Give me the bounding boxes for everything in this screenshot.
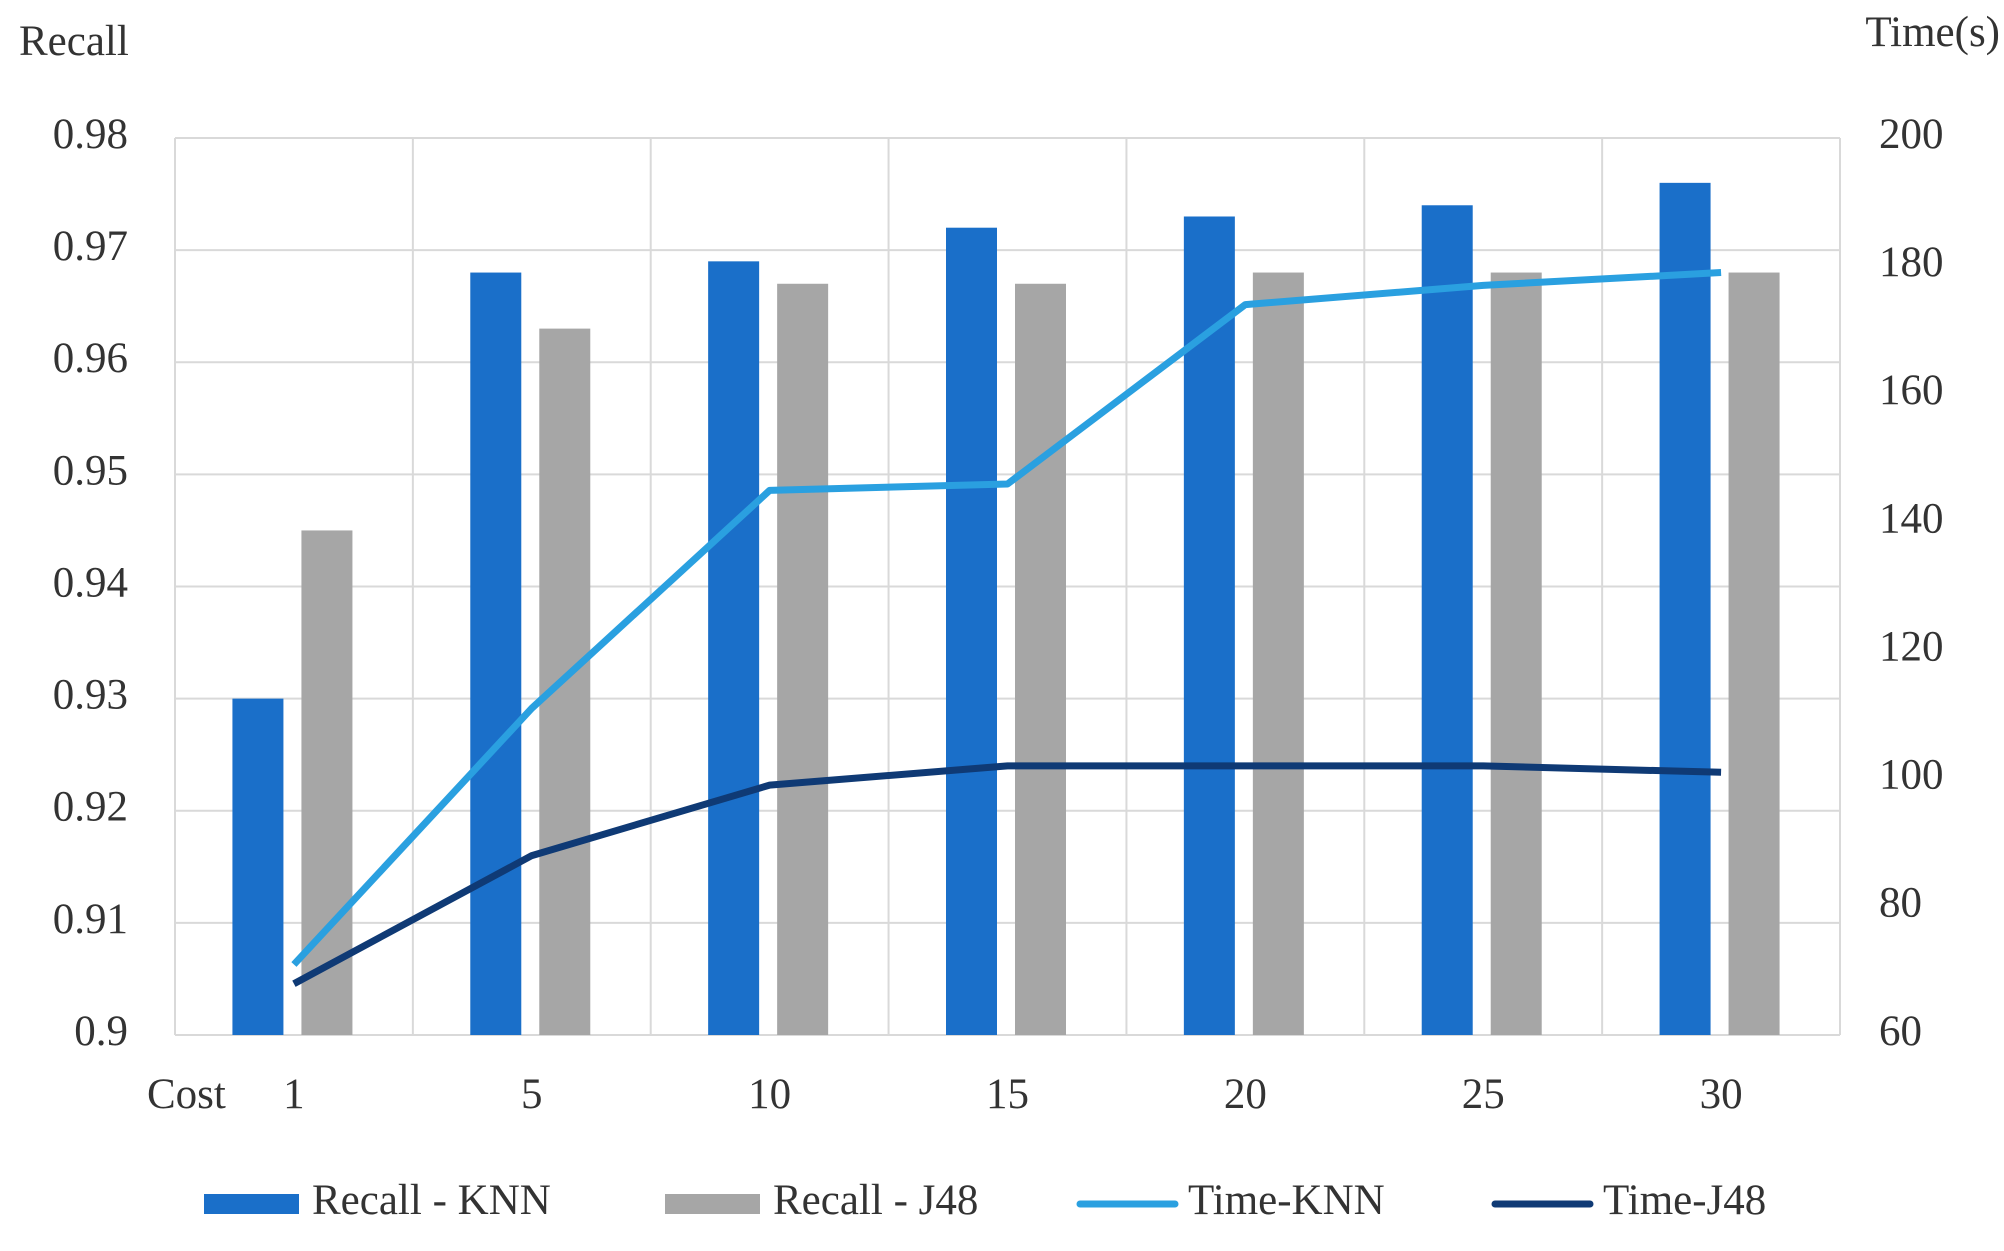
legend-swatch	[204, 1194, 299, 1214]
legend-label: Time-J48	[1603, 1177, 1766, 1224]
line	[291, 269, 1722, 967]
y2-tick-label: 180	[1879, 239, 1944, 286]
bar	[1421, 205, 1473, 1035]
y-tick-label: 0.98	[53, 111, 128, 158]
y2-tick-label: 200	[1879, 111, 1944, 158]
y2-tick-label: 160	[1879, 367, 1944, 414]
y-tick-label: 0.96	[53, 335, 128, 382]
x-axis-title: Cost	[147, 1071, 226, 1118]
y-tick-label: 0.95	[53, 447, 128, 494]
bar	[1728, 272, 1780, 1035]
y-axis-title: Recall	[19, 18, 129, 65]
bar	[946, 227, 997, 1035]
y2-axis-title: Time(s)	[1865, 9, 2000, 56]
x-tick-label: 25	[1462, 1071, 1505, 1118]
y-tick-label: 0.97	[53, 223, 128, 270]
y2-tick-label: 140	[1879, 495, 1944, 542]
bar	[708, 261, 760, 1035]
legend-label: Recall - KNN	[312, 1177, 551, 1224]
x-tick-label: 1	[283, 1071, 305, 1118]
y2-tick-label: 80	[1879, 880, 1922, 927]
y-tick-label: 0.92	[53, 784, 128, 831]
legend-label: Recall - J48	[773, 1177, 978, 1224]
x-tick-label: 20	[1224, 1071, 1267, 1118]
bar	[232, 698, 284, 1035]
x-tick-label: 30	[1700, 1071, 1743, 1118]
y-tick-label: 0.93	[53, 672, 128, 719]
y-tick-label: 0.91	[53, 896, 128, 943]
bar	[470, 272, 522, 1035]
bar	[777, 283, 829, 1035]
legend-swatch	[665, 1194, 760, 1214]
bar	[1252, 272, 1304, 1035]
y2-tick-label: 60	[1879, 1008, 1922, 1055]
y2-tick-label: 120	[1879, 623, 1944, 670]
x-tick-label: 10	[748, 1071, 791, 1118]
y-tick-label: 0.9	[74, 1008, 128, 1055]
line	[292, 762, 1722, 987]
y2-tick-label: 100	[1879, 752, 1944, 799]
bar	[1183, 216, 1235, 1036]
x-tick-label: 5	[521, 1071, 543, 1118]
legend-label: Time-KNN	[1188, 1177, 1385, 1224]
bar	[1659, 182, 1711, 1036]
y-tick-label: 0.94	[53, 559, 128, 606]
x-tick-label: 15	[986, 1071, 1029, 1118]
bar	[1490, 272, 1542, 1035]
bar	[1015, 283, 1066, 1035]
